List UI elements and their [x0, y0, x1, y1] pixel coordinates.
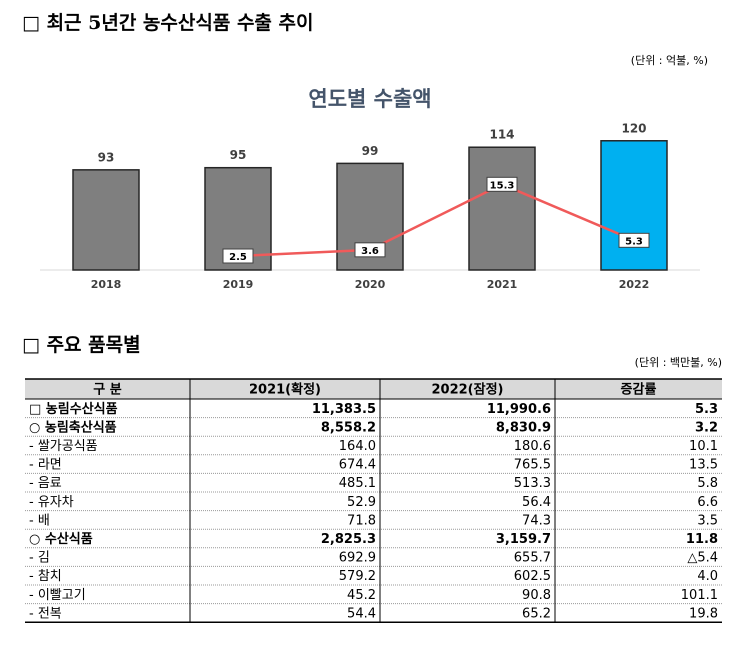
line-value-label: 5.3	[625, 236, 643, 247]
table-cell: ○ 수산식품	[29, 531, 93, 547]
label-box	[618, 232, 650, 248]
bar	[600, 140, 668, 271]
table-cell: 90.8	[522, 588, 551, 603]
table-cell: 6.6	[697, 495, 718, 510]
x-tick-label: 2021	[487, 278, 518, 291]
table-cell: 3,159.7	[496, 532, 551, 547]
table-cell: 692.9	[339, 551, 376, 566]
table-cell: 3.2	[695, 420, 718, 435]
table-header-bg	[25, 379, 722, 399]
table-cell: 3.5	[697, 513, 718, 528]
unit-note: (단위 : 억불, %)	[631, 54, 708, 67]
table-cell: 13.5	[689, 458, 718, 473]
table-cell: 11,383.5	[312, 402, 376, 417]
table-cell: 655.7	[514, 551, 551, 566]
table-cell: 602.5	[514, 569, 551, 584]
table-cell: 164.0	[339, 439, 376, 454]
table-cell: 74.3	[522, 513, 551, 528]
table-cell: 56.4	[522, 495, 551, 510]
line-value-label: 15.3	[490, 180, 515, 191]
table-cell: 19.8	[689, 606, 718, 621]
table-cell: 54.4	[347, 606, 376, 621]
table-cell: ○ 농림축산식품	[29, 419, 117, 435]
table-cell: 71.8	[347, 513, 376, 528]
table-cell: 579.2	[339, 569, 376, 584]
value-label: 120	[621, 121, 646, 135]
table-cell: - 음료	[29, 476, 62, 491]
value-label: 99	[362, 144, 379, 158]
x-tick-label: 2018	[91, 278, 122, 291]
table-cell: 11,990.6	[487, 402, 551, 417]
table-cell: 45.2	[347, 588, 376, 603]
table-cell: - 유자차	[29, 495, 74, 510]
table-cell: 8,830.9	[496, 420, 551, 435]
line-value-label: 2.5	[229, 252, 247, 263]
x-tick-label: 2022	[619, 278, 650, 291]
table-cell: 65.2	[522, 606, 551, 621]
table-header: 구 분	[93, 383, 121, 398]
label-box	[354, 242, 386, 258]
table-header: 2022(잠정)	[432, 382, 504, 398]
table-cell: □ 농림수산식품	[29, 401, 118, 417]
table-cell: 5.8	[697, 476, 718, 491]
table-cell: 513.3	[514, 476, 551, 491]
table-header: 증감률	[621, 383, 657, 398]
table-cell: - 김	[29, 551, 50, 566]
value-label: 93	[98, 150, 115, 164]
line-value-label: 3.6	[361, 246, 379, 257]
table-cell: - 이빨고기	[29, 588, 86, 603]
value-label: 114	[489, 128, 514, 142]
label-box	[486, 176, 518, 192]
heading: □ 주요 품목별	[22, 334, 141, 356]
table-cell: 8,558.2	[321, 420, 376, 435]
table-cell: △5.4	[687, 551, 718, 566]
heading: □ 최근 5년간 농수산식품 수출 추이	[22, 12, 314, 34]
table-cell: 5.3	[695, 402, 718, 417]
table-cell: - 참치	[29, 569, 62, 584]
table-header: 2021(확정)	[249, 382, 321, 398]
unit-note: (단위 : 백만불, %)	[635, 356, 722, 369]
table-cell: 485.1	[339, 476, 376, 491]
x-tick-label: 2019	[223, 278, 254, 291]
table-cell: 11.8	[686, 532, 718, 547]
bar	[72, 169, 140, 271]
table-cell: 765.5	[514, 458, 551, 473]
table-cell: - 쌀가공식품	[29, 439, 98, 454]
table-cell: 101.1	[681, 588, 718, 603]
table-cell: 180.6	[514, 439, 551, 454]
table-cell: 2,825.3	[321, 532, 376, 547]
table-cell: - 라면	[29, 458, 62, 473]
table-cell: 4.0	[697, 569, 718, 584]
table-cell: - 배	[29, 513, 50, 528]
x-tick-label: 2020	[355, 278, 386, 291]
bar	[468, 146, 536, 271]
value-label: 95	[230, 148, 247, 162]
line	[237, 182, 635, 258]
chart-title: 연도별 수출액	[308, 87, 431, 111]
table-cell: 52.9	[347, 495, 376, 510]
table-cell: - 전복	[29, 606, 62, 621]
label-box	[222, 248, 254, 264]
table-cell: 10.1	[689, 439, 718, 454]
table-cell: 674.4	[339, 458, 376, 473]
